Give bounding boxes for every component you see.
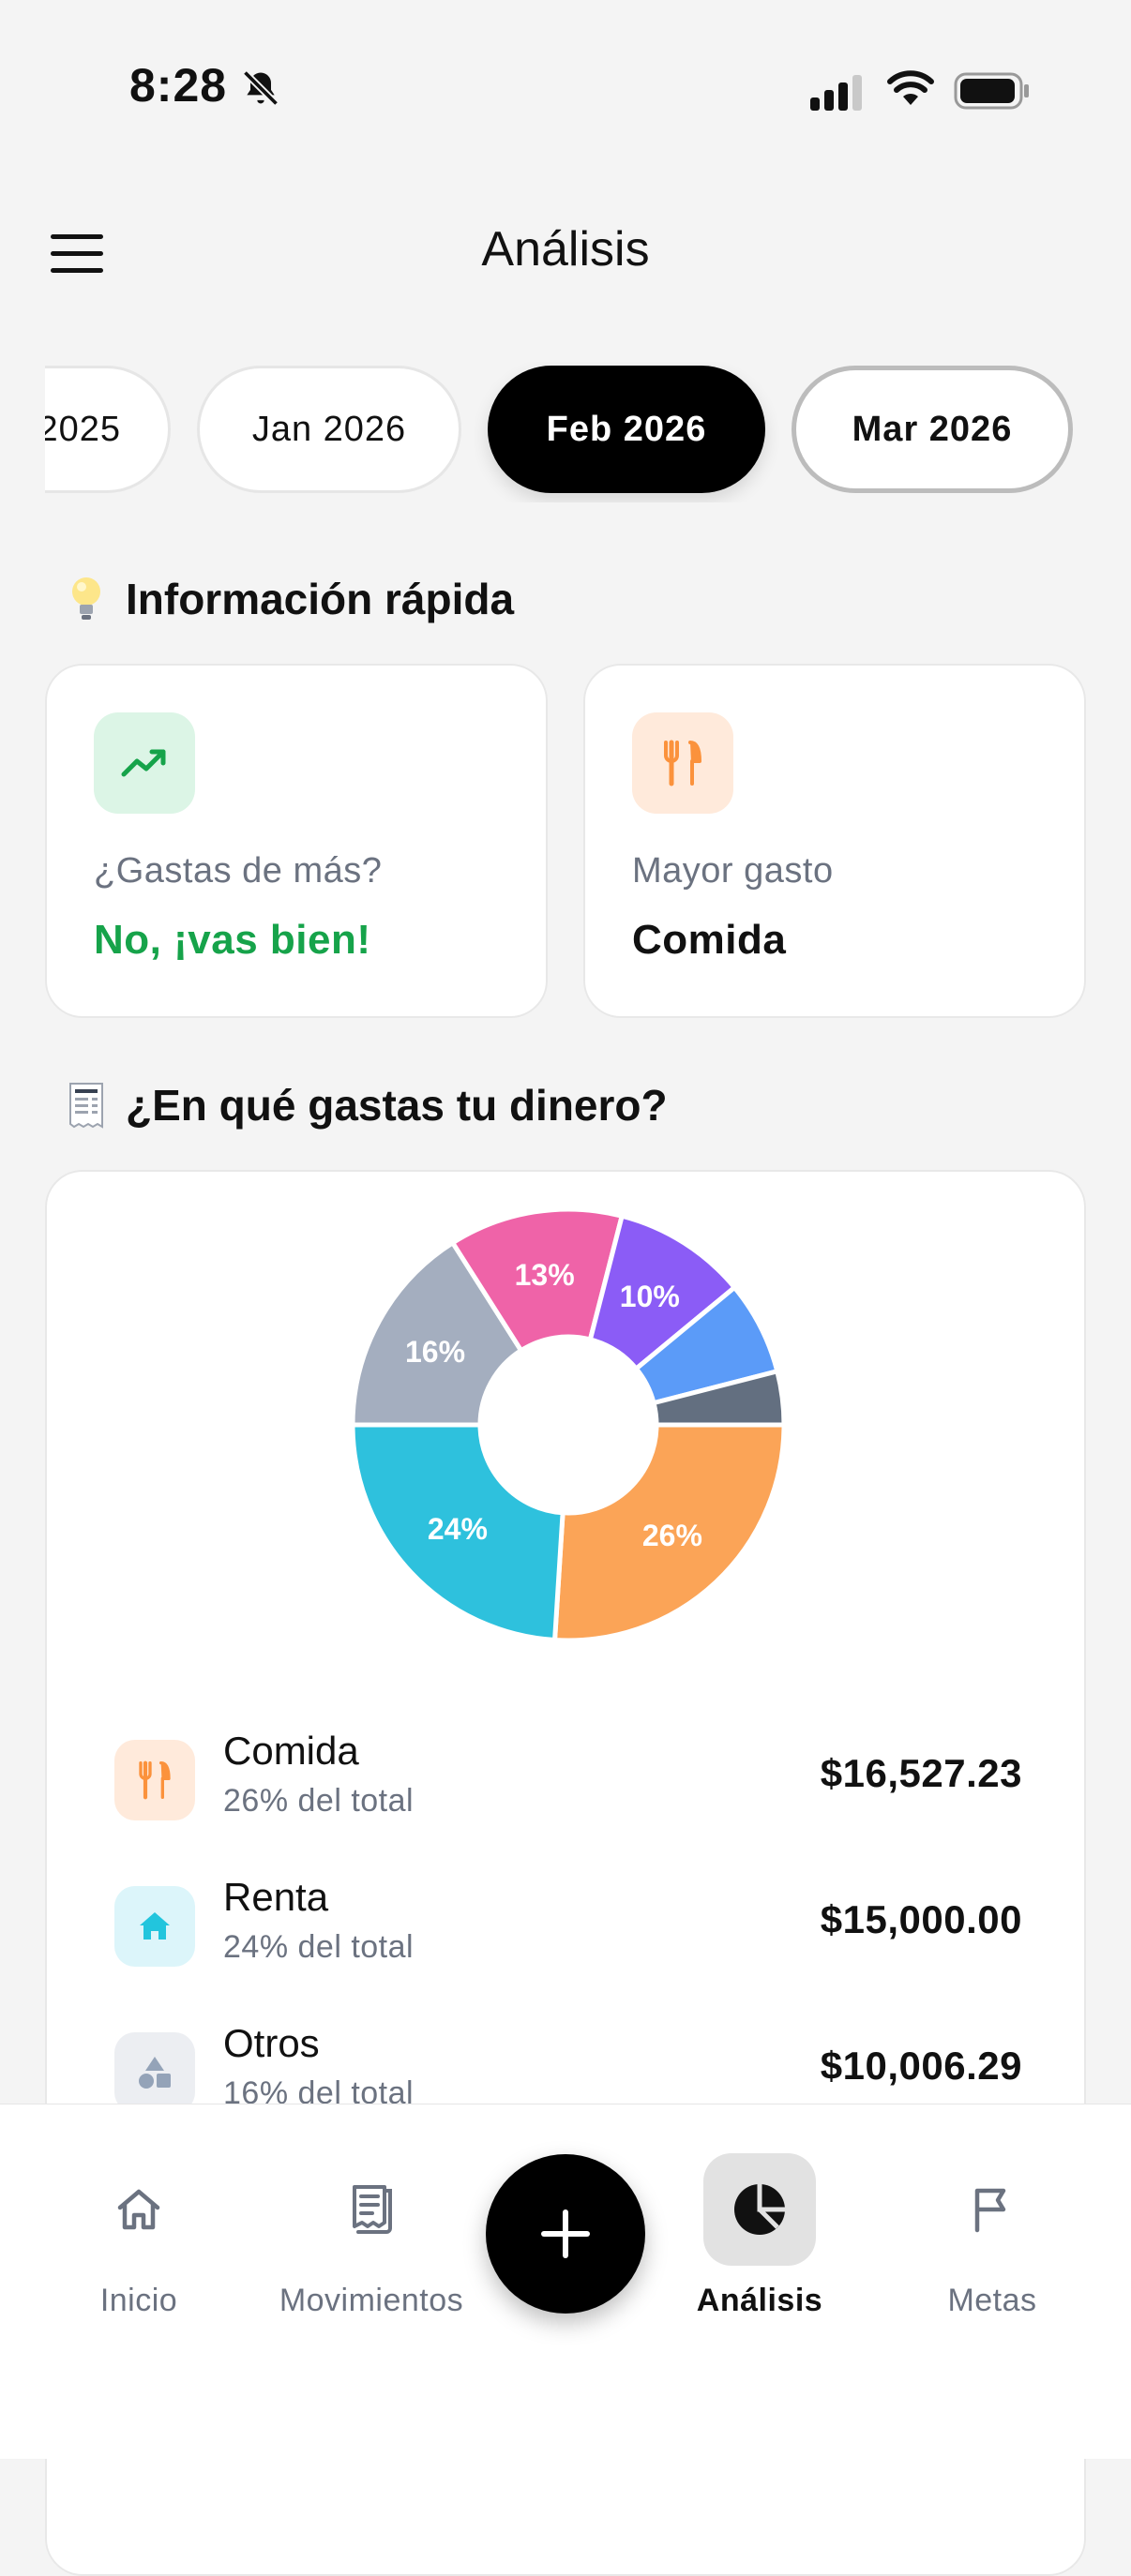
month-pill-current[interactable]: Mar 2026 xyxy=(792,366,1073,493)
category-row[interactable]: Comida 26% del total $16,527.23 xyxy=(114,1729,1022,1822)
month-selector[interactable]: 2025 Jan 2026 Feb 2026 Mar 2026 xyxy=(45,362,1086,502)
category-name: Otros xyxy=(223,2021,320,2065)
donut-slice-label: 26% xyxy=(642,1519,702,1552)
quick-info-heading: Información rápida xyxy=(58,574,514,624)
page-title: Análisis xyxy=(481,222,650,277)
donut-slice xyxy=(551,1422,787,1643)
category-amount: $15,000.00 xyxy=(820,1897,1022,1941)
bell-off-icon xyxy=(242,69,279,107)
battery-icon xyxy=(954,72,1029,110)
spending-heading: ¿En qué gastas tu dinero? xyxy=(58,1080,668,1131)
donut-slice-label: 13% xyxy=(515,1258,575,1292)
lightbulb-icon xyxy=(58,575,114,623)
trending-up-icon xyxy=(94,712,195,814)
month-pill[interactable]: Jan 2026 xyxy=(197,366,461,493)
overspend-label: ¿Gastas de más? xyxy=(94,851,383,891)
utensils-icon xyxy=(632,712,733,814)
top-expense-value: Comida xyxy=(632,917,787,963)
category-name: Comida xyxy=(223,1729,359,1773)
overspend-card: ¿Gastas de más? No, ¡vas bien! xyxy=(45,664,548,1018)
donut-slice xyxy=(350,1422,566,1643)
plus-icon xyxy=(541,2209,590,2258)
receipt-icon xyxy=(58,1081,114,1130)
category-amount: $16,527.23 xyxy=(820,1751,1022,1795)
top-expense-label: Mayor gasto xyxy=(632,851,834,891)
menu-icon-line xyxy=(51,268,103,273)
category-percent: 26% del total xyxy=(223,1783,415,1819)
utensils-icon xyxy=(114,1740,195,1820)
category-amount: $10,006.29 xyxy=(820,2044,1022,2088)
menu-icon-line xyxy=(51,251,103,256)
donut-slice-label: 16% xyxy=(405,1335,465,1369)
month-pill-selected[interactable]: Feb 2026 xyxy=(488,366,765,493)
menu-button[interactable] xyxy=(51,234,103,274)
menu-icon-line xyxy=(51,234,103,239)
home-outline-icon xyxy=(83,2153,195,2266)
category-row[interactable]: Otros 16% del total $10,006.29 xyxy=(114,2021,1022,2115)
nav-label: Metas xyxy=(947,2283,1037,2318)
nav-label: Inicio xyxy=(99,2283,178,2318)
receipt-outline-icon xyxy=(315,2153,428,2266)
add-button[interactable] xyxy=(486,2154,645,2314)
flag-icon xyxy=(936,2153,1048,2266)
home-icon xyxy=(114,1886,195,1967)
donut-slice-label: 24% xyxy=(428,1512,488,1546)
donut-slice xyxy=(651,1368,787,1428)
category-name: Renta xyxy=(223,1875,329,1919)
wifi-icon xyxy=(887,70,934,105)
signal-icon xyxy=(810,75,862,111)
shapes-icon xyxy=(114,2032,195,2113)
nav-label: Movimientos xyxy=(279,2283,464,2318)
category-row[interactable]: Renta 24% del total $15,000.00 xyxy=(114,1875,1022,1969)
status-time: 8:28 xyxy=(129,59,228,112)
nav-label: Análisis xyxy=(696,2283,823,2318)
section-title: ¿En qué gastas tu dinero? xyxy=(126,1081,668,1130)
donut-slice xyxy=(449,1206,626,1355)
spending-donut-chart: 26% 24% 16% 13% 10% xyxy=(350,1206,787,1643)
pie-chart-icon xyxy=(703,2153,816,2266)
donut-slice-label: 10% xyxy=(620,1280,680,1313)
category-percent: 24% del total xyxy=(223,1929,415,1965)
section-title: Información rápida xyxy=(126,575,515,623)
month-pill[interactable]: 2025 xyxy=(45,366,171,493)
top-expense-card: Mayor gasto Comida xyxy=(583,664,1086,1018)
overspend-value: No, ¡vas bien! xyxy=(94,917,371,963)
